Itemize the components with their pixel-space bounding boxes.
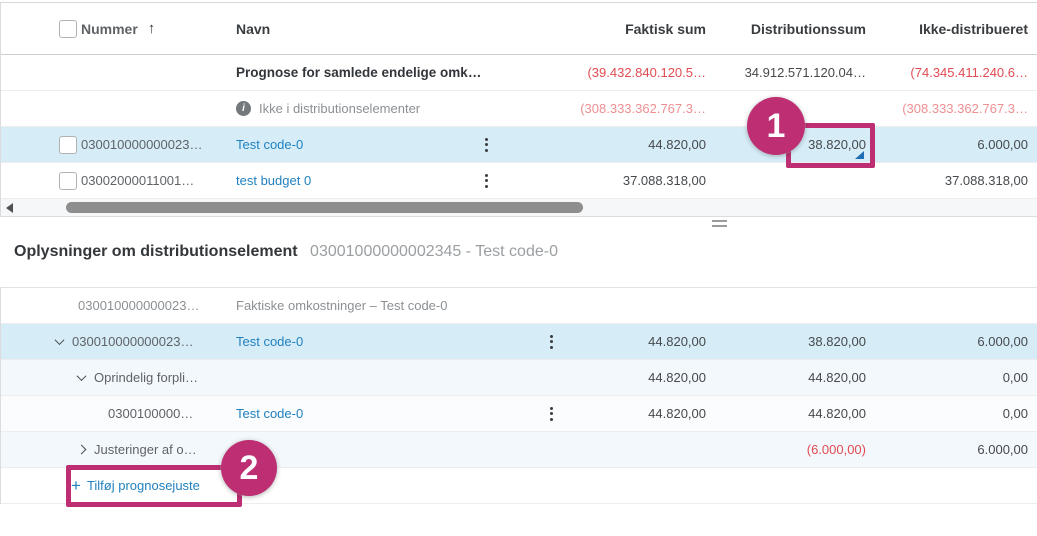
section-title-text: Oplysninger om distributionselement xyxy=(14,243,298,260)
detail-row-faktiske-omkostninger[interactable]: 030010000000023… Faktiske omkostninger –… xyxy=(1,288,1037,324)
table-row-total[interactable]: Prognose for samlede endelige omk… (39.4… xyxy=(1,55,1037,91)
kebab-menu-icon[interactable] xyxy=(546,403,557,425)
total-row-label: Prognose for samlede endelige omk… xyxy=(236,65,482,80)
navn-link[interactable]: Test code-0 xyxy=(236,334,304,349)
cell-nummer: 03002000011001… xyxy=(81,173,195,188)
cell-faktisk-sum: 44.820,00 xyxy=(648,406,706,421)
cell-navn: Faktiske omkostninger – Test code-0 xyxy=(236,298,448,313)
cell-ikke-distribueret: 6.000,00 xyxy=(977,137,1028,152)
column-header-navn[interactable]: Navn xyxy=(236,20,271,37)
cell-faktisk-sum: 44.820,00 xyxy=(648,334,706,349)
cell-ikke-distribueret: 0,00 xyxy=(1002,370,1028,385)
detail-row-child-test-code-0[interactable]: 0300100000… Test code-0 44.820,00 44.820… xyxy=(1,396,1037,432)
chevron-down-icon[interactable] xyxy=(76,371,87,382)
scroll-left-arrow-icon[interactable] xyxy=(6,203,13,213)
cell-faktisk-sum: (39.432.840.120.5… xyxy=(587,65,706,80)
plus-icon: + xyxy=(71,475,81,495)
cell-distributionssum: 44.820,00 xyxy=(808,370,866,385)
table-row-test-budget-0[interactable]: 03002000011001… test budget 0 37.088.318… xyxy=(1,163,1037,199)
cell-ikke-distribueret: 6.000,00 xyxy=(977,442,1028,457)
cell-ikke-distribueret: 0,00 xyxy=(1002,406,1028,421)
top-grid: Nummer ↑ Navn Faktisk sum Distributionss… xyxy=(0,2,1037,199)
detail-row-test-code-0[interactable]: 030010000000023… Test code-0 44.820,00 3… xyxy=(1,324,1037,360)
chevron-down-icon[interactable] xyxy=(54,335,65,346)
cell-distributionssum[interactable]: 38.820,00 xyxy=(706,127,866,162)
detail-grid: 030010000000023… Faktiske omkostninger –… xyxy=(0,287,1037,504)
column-header-ikke-distribueret[interactable]: Ikke-distribueret xyxy=(919,20,1028,37)
cell-faktisk-sum: 37.088.318,00 xyxy=(622,173,706,188)
kebab-menu-icon[interactable] xyxy=(481,134,492,156)
navn-link[interactable]: Test code-0 xyxy=(236,406,304,421)
cell-distributionssum: 34.912.571.120.04… xyxy=(744,65,866,80)
not-in-distribution-label: Ikke i distributionselementer xyxy=(259,101,421,116)
row-checkbox[interactable] xyxy=(59,135,77,154)
chevron-right-icon[interactable] xyxy=(76,444,87,455)
column-header-faktisk-sum[interactable]: Faktisk sum xyxy=(625,20,706,37)
scrollbar-thumb[interactable] xyxy=(66,202,583,213)
detail-row-oprindelig-forpligtelse[interactable]: Oprindelig forpli… 44.820,00 44.820,00 0… xyxy=(1,360,1037,396)
cell-faktisk-sum: (308.333.362.767.3… xyxy=(580,101,706,116)
table-row-not-in-distribution[interactable]: i Ikke i distributionselementer (308.333… xyxy=(1,91,1037,127)
sort-ascending-icon: ↑ xyxy=(147,20,156,37)
cell-ikke-distribueret: 6.000,00 xyxy=(977,334,1028,349)
navn-link[interactable]: test budget 0 xyxy=(236,173,312,188)
detail-section-title: Oplysninger om distributionselement 0300… xyxy=(14,243,558,261)
detail-row-add-adjustment: + Tilføj prognosejuste xyxy=(1,468,1037,504)
section-subtitle-text: 03001000000002345 - Test code-0 xyxy=(310,243,558,260)
cell-ikke-distribueret: 37.088.318,00 xyxy=(944,173,1028,188)
info-icon: i xyxy=(236,101,251,116)
column-header-nummer[interactable]: Nummer ↑ xyxy=(81,20,156,37)
table-row-test-code-0[interactable]: 030010000000023… Test code-0 44.820,00 3… xyxy=(1,127,1037,163)
drill-down-indicator-icon xyxy=(855,151,864,159)
kebab-menu-icon[interactable] xyxy=(546,331,557,353)
cell-faktisk-sum: 44.820,00 xyxy=(648,137,706,152)
cell-distributionssum: 38.820,00 xyxy=(808,334,866,349)
navn-link[interactable]: Test code-0 xyxy=(236,137,304,152)
cell-distributionssum: 44.820,00 xyxy=(808,406,866,421)
cell-ikke-distribueret: (74.345.411.240.6… xyxy=(910,65,1028,80)
row-checkbox[interactable] xyxy=(59,171,77,190)
cell-nummer: 0300100000… xyxy=(108,406,194,421)
cell-nummer: 030010000000023… xyxy=(78,298,200,313)
cell-nummer: 030010000000023… xyxy=(81,137,203,152)
cell-faktisk-sum: 44.820,00 xyxy=(648,370,706,385)
top-grid-header-row: Nummer ↑ Navn Faktisk sum Distributionss… xyxy=(1,2,1037,55)
splitter-grip[interactable] xyxy=(712,220,727,227)
cell-ikke-distribueret: (308.333.362.767.3… xyxy=(902,101,1028,116)
horizontal-scrollbar[interactable] xyxy=(0,199,1037,217)
cell-distributionssum: (6.000,00) xyxy=(806,442,866,457)
kebab-menu-icon[interactable] xyxy=(481,170,492,192)
detail-row-justeringer[interactable]: Justeringer af o… (6.000,00) 6.000,00 xyxy=(1,432,1037,468)
column-header-distributionssum[interactable]: Distributionssum xyxy=(750,20,866,37)
select-all-checkbox[interactable] xyxy=(59,19,77,38)
add-forecast-adjustment-link[interactable]: + Tilføj prognosejuste xyxy=(71,475,200,495)
